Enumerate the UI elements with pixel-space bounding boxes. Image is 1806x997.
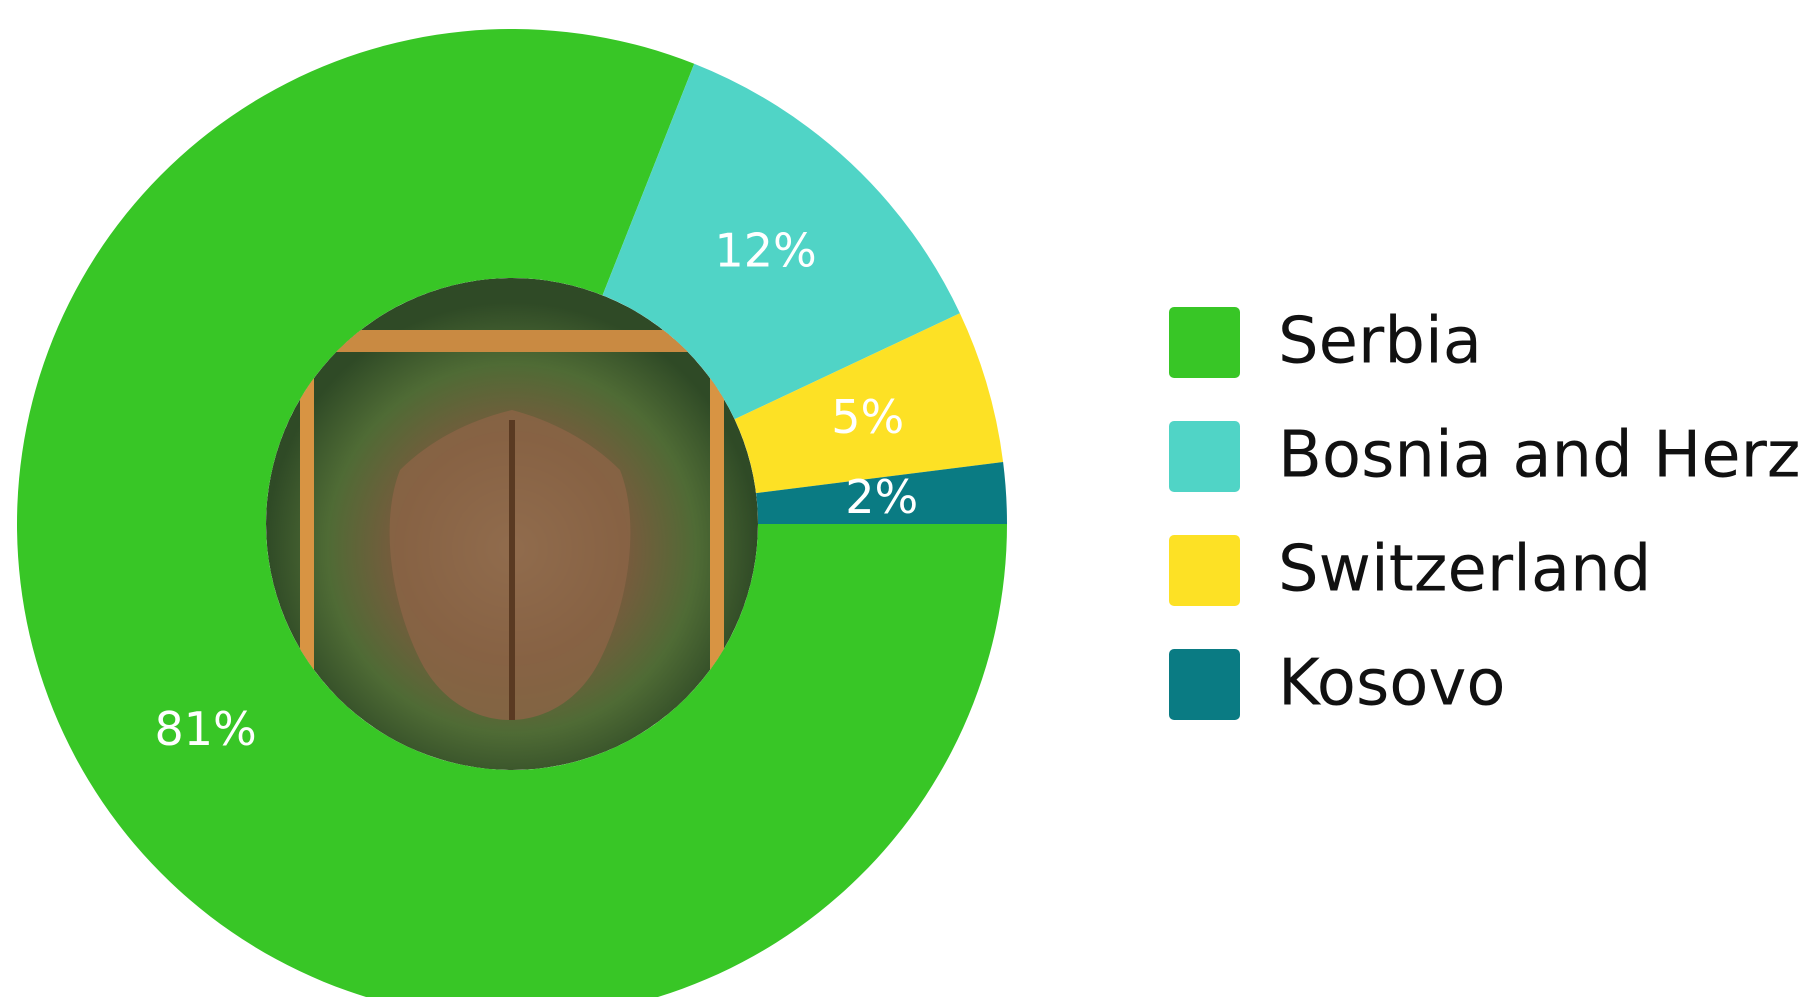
slice — [17, 29, 1007, 997]
legend-swatch — [1169, 421, 1240, 492]
legend-label: Switzerland — [1278, 533, 1651, 607]
donut — [17, 29, 1007, 997]
legend-swatch — [1169, 307, 1240, 378]
value-label: 2% — [845, 470, 918, 524]
legend: Serbia Bosnia and Herz. Switzerland Kosovo — [1169, 305, 1806, 721]
legend-swatch — [1169, 649, 1240, 720]
slice — [734, 313, 1004, 494]
legend-label: Kosovo — [1278, 647, 1505, 721]
legend-label: Bosnia and Herz. — [1278, 419, 1806, 493]
legend-swatch — [1169, 535, 1240, 606]
center-photo — [266, 278, 758, 770]
value-label: 12% — [714, 223, 816, 277]
legend-label: Serbia — [1278, 305, 1482, 379]
slice — [756, 461, 1007, 524]
value-label: 5% — [831, 390, 904, 444]
slice — [602, 63, 960, 420]
value-label: 81% — [154, 702, 256, 756]
